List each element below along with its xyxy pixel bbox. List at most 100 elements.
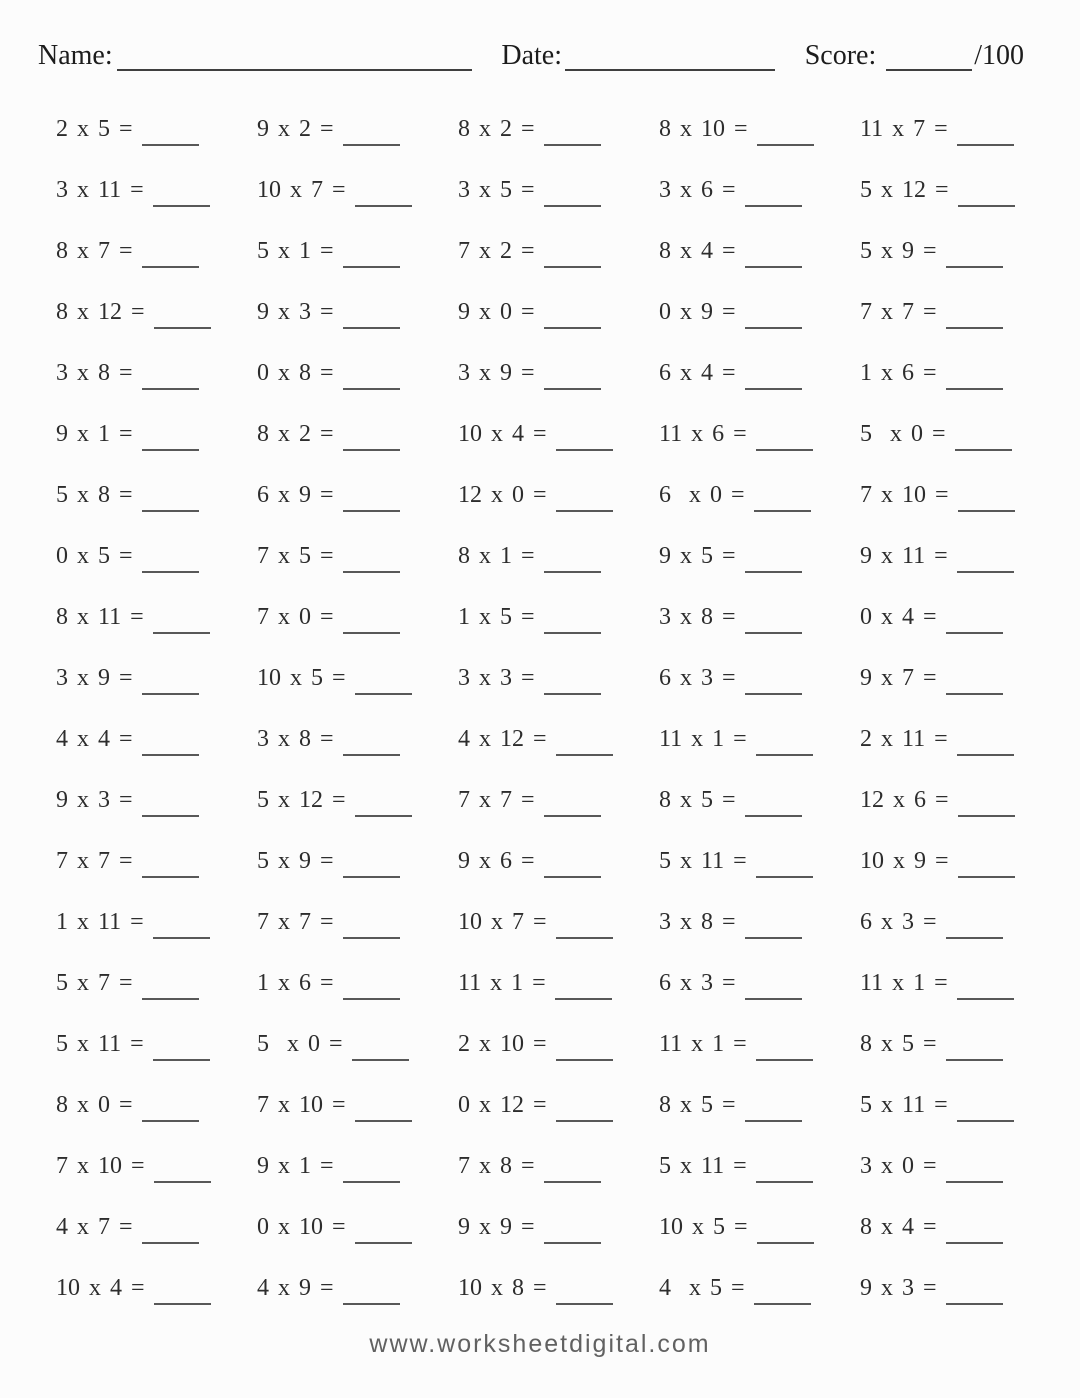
answer-blank[interactable] bbox=[153, 319, 211, 329]
answer-blank[interactable] bbox=[342, 319, 400, 329]
answer-blank[interactable] bbox=[755, 1051, 813, 1061]
answer-blank[interactable] bbox=[543, 868, 601, 878]
answer-blank[interactable] bbox=[141, 136, 199, 146]
answer-blank[interactable] bbox=[755, 868, 813, 878]
answer-blank[interactable] bbox=[342, 746, 400, 756]
answer-blank[interactable] bbox=[342, 1295, 400, 1305]
answer-blank[interactable] bbox=[543, 563, 601, 573]
answer-blank[interactable] bbox=[354, 1112, 412, 1122]
answer-blank[interactable] bbox=[141, 746, 199, 756]
date-input-line[interactable] bbox=[564, 61, 775, 71]
answer-blank[interactable] bbox=[354, 685, 412, 695]
answer-blank[interactable] bbox=[744, 1112, 802, 1122]
answer-blank[interactable] bbox=[141, 868, 199, 878]
answer-blank[interactable] bbox=[957, 868, 1015, 878]
answer-blank[interactable] bbox=[152, 929, 210, 939]
answer-blank[interactable] bbox=[956, 136, 1014, 146]
answer-blank[interactable] bbox=[543, 380, 601, 390]
answer-blank[interactable] bbox=[342, 624, 400, 634]
answer-blank[interactable] bbox=[956, 563, 1014, 573]
answer-blank[interactable] bbox=[756, 136, 814, 146]
answer-blank[interactable] bbox=[744, 624, 802, 634]
answer-blank[interactable] bbox=[945, 319, 1003, 329]
answer-blank[interactable] bbox=[945, 1295, 1003, 1305]
answer-blank[interactable] bbox=[152, 1051, 210, 1061]
answer-blank[interactable] bbox=[152, 197, 210, 207]
answer-blank[interactable] bbox=[945, 929, 1003, 939]
answer-blank[interactable] bbox=[555, 441, 613, 451]
answer-blank[interactable] bbox=[744, 563, 802, 573]
answer-blank[interactable] bbox=[555, 746, 613, 756]
answer-blank[interactable] bbox=[342, 136, 400, 146]
answer-blank[interactable] bbox=[744, 380, 802, 390]
answer-blank[interactable] bbox=[744, 685, 802, 695]
answer-blank[interactable] bbox=[141, 441, 199, 451]
answer-blank[interactable] bbox=[543, 807, 601, 817]
answer-blank[interactable] bbox=[543, 1234, 601, 1244]
answer-blank[interactable] bbox=[354, 1234, 412, 1244]
answer-blank[interactable] bbox=[342, 868, 400, 878]
answer-blank[interactable] bbox=[957, 502, 1015, 512]
answer-blank[interactable] bbox=[543, 319, 601, 329]
answer-blank[interactable] bbox=[555, 1295, 613, 1305]
answer-blank[interactable] bbox=[543, 1173, 601, 1183]
answer-blank[interactable] bbox=[342, 502, 400, 512]
answer-blank[interactable] bbox=[555, 502, 613, 512]
answer-blank[interactable] bbox=[543, 197, 601, 207]
answer-blank[interactable] bbox=[543, 685, 601, 695]
answer-blank[interactable] bbox=[342, 929, 400, 939]
answer-blank[interactable] bbox=[152, 624, 210, 634]
answer-blank[interactable] bbox=[342, 990, 400, 1000]
answer-blank[interactable] bbox=[141, 258, 199, 268]
answer-blank[interactable] bbox=[543, 624, 601, 634]
answer-blank[interactable] bbox=[342, 1173, 400, 1183]
answer-blank[interactable] bbox=[141, 380, 199, 390]
answer-blank[interactable] bbox=[141, 563, 199, 573]
answer-blank[interactable] bbox=[945, 1051, 1003, 1061]
answer-blank[interactable] bbox=[354, 807, 412, 817]
answer-blank[interactable] bbox=[744, 258, 802, 268]
answer-blank[interactable] bbox=[543, 258, 601, 268]
answer-blank[interactable] bbox=[153, 1173, 211, 1183]
answer-blank[interactable] bbox=[141, 1112, 199, 1122]
answer-blank[interactable] bbox=[141, 990, 199, 1000]
answer-blank[interactable] bbox=[744, 929, 802, 939]
answer-blank[interactable] bbox=[753, 502, 811, 512]
answer-blank[interactable] bbox=[153, 1295, 211, 1305]
answer-blank[interactable] bbox=[351, 1051, 409, 1061]
name-input-line[interactable] bbox=[116, 61, 472, 71]
answer-blank[interactable] bbox=[957, 197, 1015, 207]
answer-blank[interactable] bbox=[555, 929, 613, 939]
answer-blank[interactable] bbox=[755, 746, 813, 756]
answer-blank[interactable] bbox=[342, 380, 400, 390]
score-input-line[interactable] bbox=[886, 61, 973, 71]
answer-blank[interactable] bbox=[755, 1173, 813, 1183]
answer-blank[interactable] bbox=[342, 441, 400, 451]
answer-blank[interactable] bbox=[744, 990, 802, 1000]
answer-blank[interactable] bbox=[756, 1234, 814, 1244]
answer-blank[interactable] bbox=[945, 624, 1003, 634]
answer-blank[interactable] bbox=[141, 807, 199, 817]
answer-blank[interactable] bbox=[141, 685, 199, 695]
answer-blank[interactable] bbox=[945, 1173, 1003, 1183]
answer-blank[interactable] bbox=[945, 1234, 1003, 1244]
answer-blank[interactable] bbox=[342, 563, 400, 573]
answer-blank[interactable] bbox=[945, 685, 1003, 695]
answer-blank[interactable] bbox=[945, 380, 1003, 390]
answer-blank[interactable] bbox=[744, 197, 802, 207]
answer-blank[interactable] bbox=[956, 746, 1014, 756]
answer-blank[interactable] bbox=[354, 197, 412, 207]
answer-blank[interactable] bbox=[956, 1112, 1014, 1122]
answer-blank[interactable] bbox=[342, 258, 400, 268]
answer-blank[interactable] bbox=[543, 136, 601, 146]
answer-blank[interactable] bbox=[554, 990, 612, 1000]
answer-blank[interactable] bbox=[753, 1295, 811, 1305]
answer-blank[interactable] bbox=[744, 319, 802, 329]
answer-blank[interactable] bbox=[555, 1051, 613, 1061]
answer-blank[interactable] bbox=[755, 441, 813, 451]
answer-blank[interactable] bbox=[141, 502, 199, 512]
answer-blank[interactable] bbox=[744, 807, 802, 817]
answer-blank[interactable] bbox=[957, 807, 1015, 817]
answer-blank[interactable] bbox=[954, 441, 1012, 451]
answer-blank[interactable] bbox=[141, 1234, 199, 1244]
